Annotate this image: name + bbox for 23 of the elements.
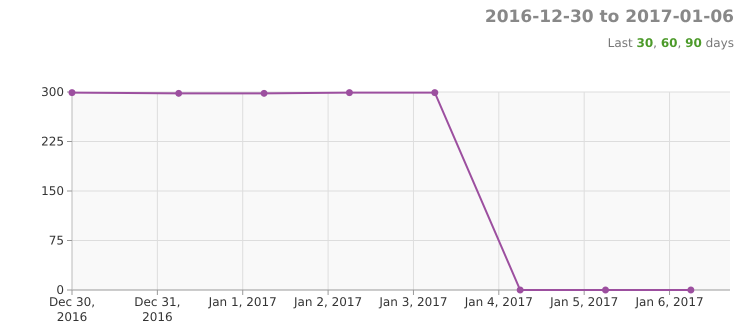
y-tick-label: 0: [56, 283, 64, 298]
point: [516, 286, 524, 294]
chart-title: 2016-12-30 to 2017-01-06: [484, 7, 734, 27]
point: [175, 90, 182, 97]
y-tick-label: 300: [41, 85, 64, 100]
point: [346, 89, 353, 96]
point: [602, 286, 610, 294]
x-tick-label: Jan 4, 2017: [464, 295, 533, 309]
x-tick-label: Jan 5, 2017: [549, 295, 618, 309]
y-tick-label: 75: [48, 234, 64, 248]
chart-subtitle: Last 30, 60, 90 days: [608, 36, 734, 50]
x-tick-label: Jan 2, 2017: [293, 295, 362, 309]
point: [260, 90, 268, 97]
x-tick-label: Jan 3, 2017: [378, 295, 448, 309]
x-tick-label: Jan 1, 2017: [208, 295, 277, 309]
point: [687, 286, 694, 294]
y-tick-label: 150: [41, 184, 64, 198]
x-tick-label: Dec 31, 2016: [134, 295, 180, 324]
x-tick-label: Dec 30, 2016: [48, 295, 96, 324]
point: [68, 89, 76, 96]
y-tick-label: 225: [41, 134, 64, 149]
point: [431, 89, 438, 96]
x-tick-label: Jan 6, 2017: [634, 295, 704, 309]
